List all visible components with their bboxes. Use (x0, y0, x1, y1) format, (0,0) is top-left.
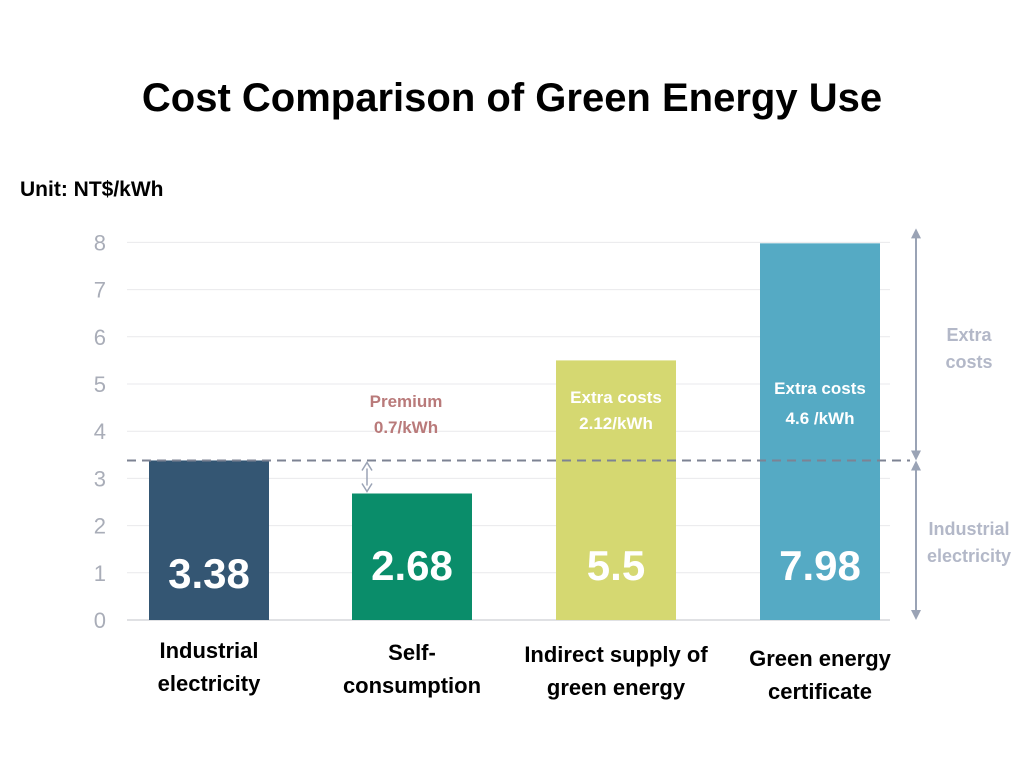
side-label-line: electricity (926, 546, 1012, 566)
x-category-label: Industrial electricity (99, 634, 319, 700)
bar-annotation-line: 4.6 /kWh (785, 409, 855, 428)
y-tick-label: 5 (94, 372, 106, 397)
x-category-label-line: consumption (342, 673, 482, 698)
bar-annotation-line: Premium (369, 392, 443, 411)
y-tick-label: 7 (94, 278, 106, 303)
y-tick-label: 2 (94, 514, 106, 539)
x-category-label: Self-consumption (302, 636, 522, 702)
side-label-industrial-electricity: Industrial electricity (914, 516, 1024, 570)
y-tick-label: 1 (94, 561, 106, 586)
industrial-arrow-head-down (911, 610, 921, 620)
y-tick-label: 3 (94, 466, 106, 491)
side-label-line: Industrial (928, 519, 1010, 539)
x-category-label-line: Indirect supply of (524, 642, 708, 667)
premium-arrow-head-up (361, 461, 373, 471)
bar-value-label: 5.5 (587, 542, 645, 589)
bar-value-label: 3.38 (168, 550, 250, 597)
chart-title: Cost Comparison of Green Energy Use (141, 76, 883, 120)
x-category-label: Green energy certificate (710, 642, 930, 708)
y-tick-label: 0 (94, 608, 106, 633)
bar-annotation-line: Extra costs (570, 388, 662, 407)
bar-1 (149, 460, 269, 620)
bar-annotation-line: 2.12/kWh (579, 414, 653, 433)
side-label-line: Extra (946, 325, 992, 345)
premium-arrow-head-down (361, 483, 373, 493)
industrial-arrow-head-up (911, 460, 921, 471)
bar-3 (556, 360, 676, 620)
x-category-label-line: Self- (388, 640, 436, 665)
bar-annotation-line: 0.7/kWh (373, 418, 439, 437)
extra-costs-arrow-head-down (911, 450, 921, 461)
x-category-label-line: Green energy (749, 646, 891, 671)
x-category-label: Indirect supply of green energy (506, 638, 726, 704)
bar-value-label: 2.68 (371, 542, 453, 589)
y-tick-label: 8 (94, 230, 106, 255)
y-tick-label: 6 (94, 325, 106, 350)
bar-annotation: Extra costs 2.12/kWh (536, 385, 696, 437)
bar-annotation-line: Extra costs (774, 379, 866, 398)
bar-2 (352, 493, 472, 620)
x-category-label-line: green energy (546, 675, 686, 700)
x-category-label-line: Industrial (159, 638, 259, 663)
side-label-line: costs (945, 352, 993, 372)
y-tick-label: 4 (94, 419, 106, 444)
x-category-label-line: electricity (157, 671, 261, 696)
bar-4 (760, 243, 880, 620)
bar-value-label: 7.98 (779, 542, 861, 589)
bar-annotation: Premium 0.7/kWh (326, 389, 486, 441)
extra-costs-arrow-head-up (911, 228, 921, 239)
x-category-label-line: certificate (768, 679, 872, 704)
unit-label: Unit: NT$/kWh (20, 178, 164, 201)
bar-annotation: Extra costs 4.6 /kWh (740, 374, 900, 434)
side-label-extra-costs: Extra costs (914, 322, 1024, 376)
